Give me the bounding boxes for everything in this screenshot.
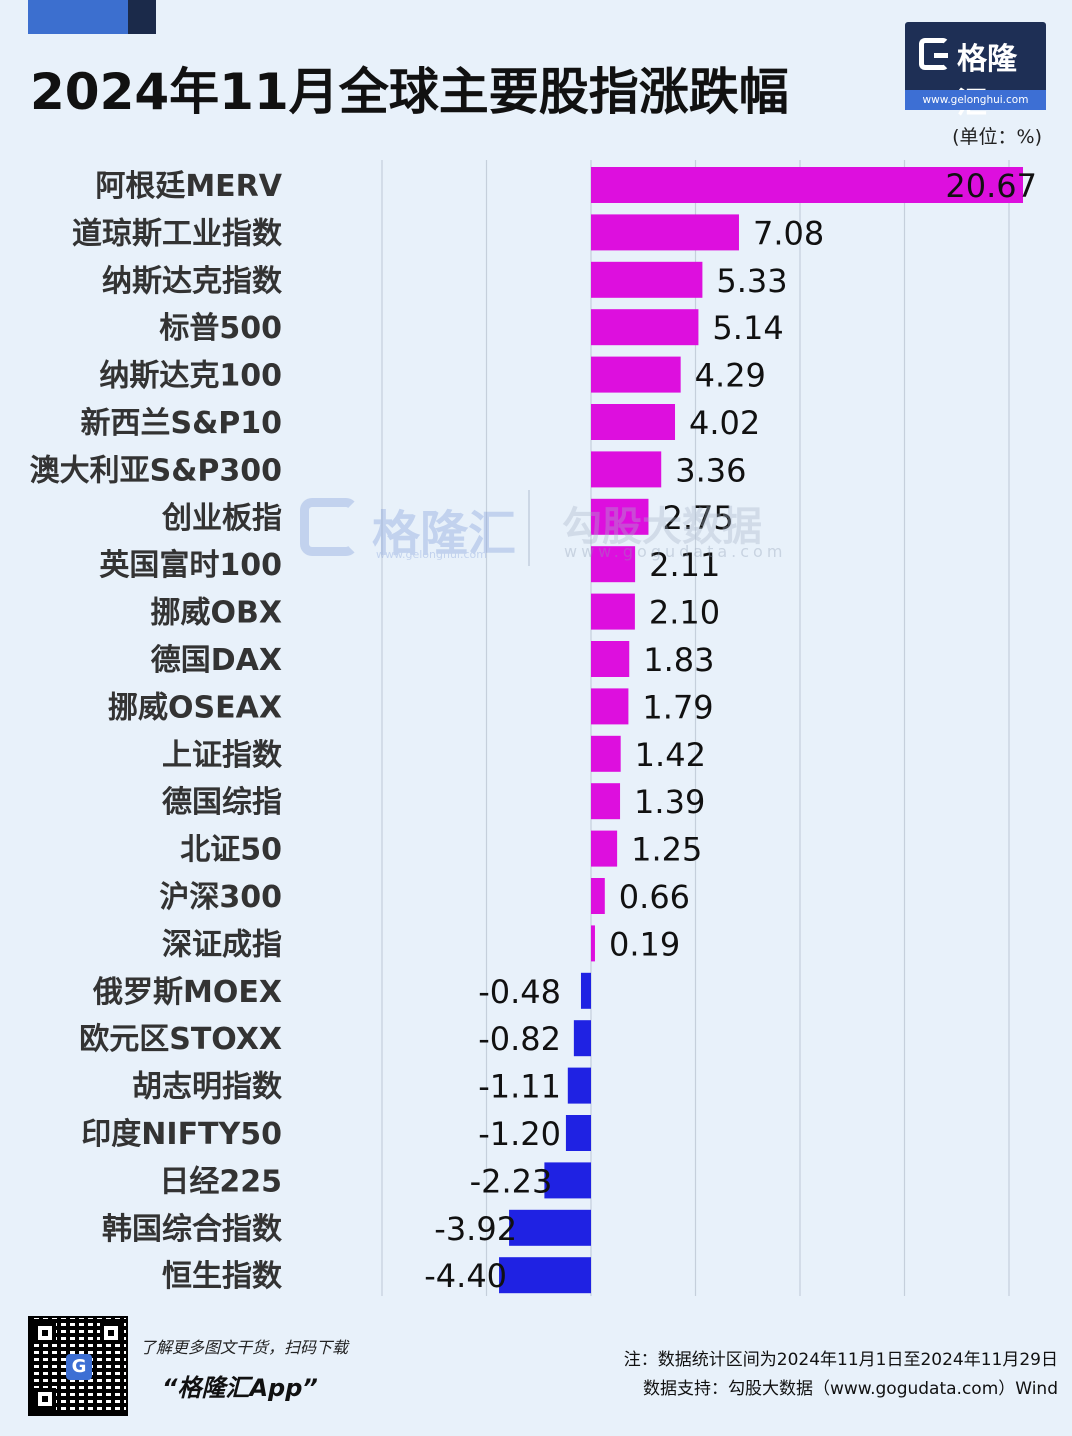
category-label: 德国综指	[162, 785, 282, 820]
value-label: 5.14	[712, 309, 783, 347]
bar	[591, 167, 1024, 203]
value-label: 0.19	[609, 925, 680, 963]
value-label: 1.25	[631, 831, 702, 869]
value-label: 2.11	[649, 546, 720, 584]
category-label: 标普500	[159, 311, 282, 346]
unit-label: (单位：%)	[952, 126, 1042, 148]
value-label: 1.79	[642, 688, 713, 726]
category-label: 道琼斯工业指数	[72, 216, 283, 251]
category-label: 韩国综合指数	[102, 1212, 283, 1247]
category-label: 胡志明指数	[132, 1070, 283, 1105]
category-label: 阿根廷MERV	[95, 169, 282, 204]
value-label: -1.20	[478, 1115, 561, 1153]
category-label: 德国DAX	[151, 643, 282, 678]
bar	[591, 214, 739, 251]
category-label: 纳斯达克100	[99, 359, 282, 394]
bar	[573, 1020, 591, 1057]
brand-logo: 格隆汇 www.gelonghui.com	[905, 22, 1046, 121]
qr-finder	[34, 1388, 56, 1410]
category-label: 北证50	[180, 833, 282, 868]
bar	[591, 878, 605, 914]
value-label: 7.08	[753, 214, 824, 252]
data-source: 数据支持：勾股大数据（www.gogudata.com）Wind	[642, 1379, 1058, 1399]
bar	[591, 735, 621, 772]
category-label: 创业板指	[161, 501, 282, 536]
value-label: 1.39	[634, 783, 705, 821]
bar	[591, 261, 703, 298]
bar	[591, 593, 635, 630]
category-label: 日经225	[159, 1164, 282, 1199]
bar	[499, 1257, 591, 1294]
bar	[591, 546, 636, 583]
value-label: 20.67	[945, 167, 1037, 205]
value-label: -0.48	[478, 973, 561, 1011]
brand-url: www.gelonghui.com	[905, 90, 1046, 110]
bar	[591, 498, 649, 535]
qr-finder	[34, 1322, 56, 1344]
bar	[591, 783, 621, 820]
qr-finder	[100, 1322, 122, 1344]
category-label: 深证成指	[162, 927, 282, 962]
chart-title: 2024年11月全球主要股指涨跌幅	[30, 63, 789, 121]
qr-code[interactable]: G	[28, 1316, 128, 1416]
category-label: 沪深300	[159, 880, 282, 915]
data-note: 注：数据统计区间为2024年11月1日至2024年11月29日	[623, 1350, 1058, 1370]
qr-logo-icon: G	[66, 1354, 92, 1380]
value-label: -3.92	[434, 1210, 517, 1248]
promo-text: 了解更多图文干货，扫码下载	[140, 1338, 349, 1357]
bar	[591, 641, 630, 677]
bar	[591, 309, 699, 346]
bar	[565, 1115, 591, 1151]
bar	[591, 404, 676, 440]
value-label: 2.75	[662, 499, 733, 537]
bar	[580, 972, 591, 1009]
promo-app-name: “格隆汇App”	[162, 1374, 318, 1402]
category-label: 欧元区STOXX	[79, 1022, 282, 1057]
category-label: 上证指数	[162, 738, 283, 773]
bar	[591, 451, 662, 488]
value-label: -1.11	[478, 1068, 561, 1106]
bar	[591, 925, 595, 962]
category-label: 挪威OSEAX	[108, 690, 282, 725]
value-label: 5.33	[716, 262, 787, 300]
value-label: 1.83	[643, 641, 714, 679]
value-label: 2.10	[649, 594, 720, 632]
bar	[591, 688, 629, 725]
value-label: -2.23	[470, 1162, 553, 1200]
bar	[567, 1067, 591, 1104]
value-label: -0.82	[478, 1020, 561, 1058]
value-label: -4.40	[424, 1257, 507, 1295]
value-label: 3.36	[675, 451, 746, 489]
value-label: 4.29	[695, 357, 766, 395]
bar	[591, 356, 681, 393]
bar	[544, 1162, 591, 1199]
category-label: 恒生指数	[162, 1259, 283, 1294]
category-label: 澳大利亚S&P300	[30, 453, 282, 488]
value-label: 0.66	[619, 878, 690, 916]
category-label: 英国富时100	[99, 548, 282, 583]
category-label: 纳斯达克指数	[102, 264, 283, 299]
category-label: 印度NIFTY50	[81, 1117, 282, 1152]
category-label: 俄罗斯MOEX	[92, 975, 282, 1010]
bar-chart: 阿根廷MERV 20.67 道琼斯工业指数 7.08 纳斯达克指数 5.33 标普500 5.…	[30, 160, 1037, 1296]
brand-g-icon	[919, 38, 949, 70]
category-label: 新西兰S&P10	[80, 406, 282, 441]
category-label: 挪威OBX	[151, 596, 283, 631]
bar	[509, 1209, 591, 1246]
value-label: 1.42	[635, 736, 706, 774]
top-accent-bar-dark	[128, 0, 156, 34]
bar	[591, 830, 618, 867]
top-accent-bar	[28, 0, 128, 34]
value-label: 4.02	[689, 404, 760, 442]
